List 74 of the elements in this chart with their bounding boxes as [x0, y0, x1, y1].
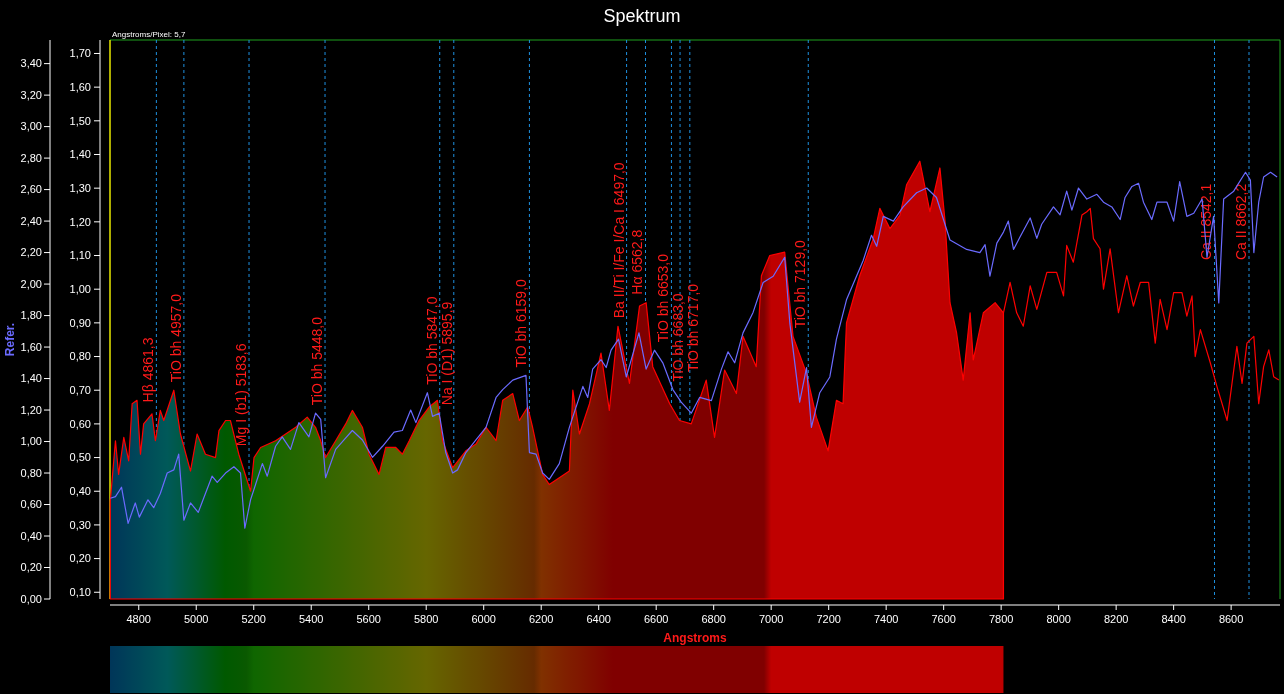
ref-line-label: Ca II 8662,2	[1233, 183, 1250, 260]
ref-line-label: TiO bh 5448,0	[309, 316, 326, 406]
ref-line-label: Hβ 4861,3	[140, 337, 157, 403]
chart-title: Spektrum	[603, 6, 681, 26]
y2-tick-label: 2,80	[20, 151, 42, 164]
y2-tick-label: 0,00	[20, 592, 42, 605]
y-tick-label: 0,70	[69, 384, 91, 397]
x-tick-label: 6400	[586, 613, 611, 625]
y-tick-label: 1,60	[69, 80, 91, 93]
y2-tick-label: 0,40	[20, 529, 42, 542]
x-tick-label: 6000	[471, 613, 496, 625]
ref-line-label: TiO bh 7129,0	[792, 239, 809, 329]
x-tick-label: 5600	[356, 613, 381, 625]
y-tick-label: 1,10	[69, 249, 91, 262]
y2-tick-label: 3,20	[20, 88, 42, 101]
y2-tick-label: 3,40	[20, 57, 42, 70]
x-tick-label: 7800	[988, 613, 1014, 625]
ref-line-label: TiO bh 6683,0	[670, 293, 687, 382]
ref-line-label: TiO bh 6653,0	[655, 253, 672, 343]
x-tick-label: 7200	[816, 613, 841, 625]
y2-axis-title: Refer.	[3, 322, 17, 357]
text: Angstroms/Pixel: 5,7	[112, 30, 186, 39]
y-tick-label: 1,00	[69, 283, 91, 296]
y-tick-label: 1,50	[69, 114, 91, 127]
y-tick-label: 1,40	[69, 148, 91, 161]
y-tick-label: 0,10	[69, 586, 91, 599]
x-tick-label: 7600	[931, 613, 956, 625]
y2-tick-label: 1,20	[20, 403, 42, 416]
ref-line-label: TiO bh 5847,0	[423, 296, 440, 385]
ref-line-label: Mg I (b1) 5183,6	[233, 343, 250, 447]
y2-tick-label: 1,00	[20, 435, 42, 448]
y2-tick-label: 2,40	[20, 214, 42, 227]
y2-tick-label: 1,60	[20, 340, 42, 353]
y2-tick-label: 1,40	[20, 372, 42, 385]
y-tick-label: 0,50	[69, 451, 91, 464]
y-tick-label: 1,20	[69, 215, 91, 228]
ref-line-label: TiO bh 6159,0	[513, 278, 530, 368]
y-tick-label: 1,70	[69, 47, 91, 60]
ref-line-label: Ba II/Ti I/Fe I/Ca I 6497,0	[610, 162, 627, 319]
y-tick-label: 0,20	[69, 552, 91, 565]
x-tick-label: 5000	[184, 613, 209, 625]
ref-line-label: Na I (D1) 5895,9	[438, 301, 455, 406]
ref-line-label: Ca II 8542,1	[1198, 183, 1215, 260]
x-tick-label: 6600	[643, 613, 669, 625]
y-tick-label: 1,30	[69, 182, 91, 195]
x-tick-label: 8600	[1218, 613, 1244, 625]
x-tick-label: 5400	[298, 613, 324, 625]
y-tick-label: 0,80	[69, 350, 91, 363]
x-axis-title: Angstroms	[663, 631, 727, 645]
y2-tick-label: 2,00	[20, 277, 42, 290]
y-tick-label: 0,40	[69, 485, 91, 498]
y2-tick-label: 0,80	[20, 466, 42, 479]
ref-line-label: Hα 6562,8	[629, 229, 646, 295]
y-tick-label: 0,60	[69, 417, 91, 430]
y-tick-label: 0,90	[69, 316, 91, 329]
y2-tick-label: 1,80	[20, 309, 42, 322]
y2-tick-label: 0,60	[20, 498, 42, 511]
x-tick-label: 6200	[528, 613, 554, 625]
x-tick-label: 8400	[1161, 613, 1186, 625]
x-tick-label: 5800	[413, 613, 439, 625]
x-tick-label: 8200	[1103, 613, 1129, 625]
y2-tick-label: 2,20	[20, 246, 42, 259]
x-tick-label: 5200	[241, 613, 266, 625]
ref-line-label: TiO bh 4957,0	[167, 293, 184, 383]
x-tick-label: 6800	[701, 613, 726, 625]
x-tick-label: 8000	[1046, 613, 1071, 625]
y2-tick-label: 3,00	[20, 120, 42, 133]
y2-tick-label: 0,20	[20, 561, 42, 574]
x-tick-label: 4800	[126, 613, 151, 625]
y-tick-label: 0,30	[69, 518, 91, 531]
x-tick-label: 7000	[758, 613, 784, 625]
x-tick-label: 7400	[873, 613, 899, 625]
ref-line-label: TiO bh 6717,0	[685, 283, 702, 373]
y2-tick-label: 2,60	[20, 183, 42, 196]
